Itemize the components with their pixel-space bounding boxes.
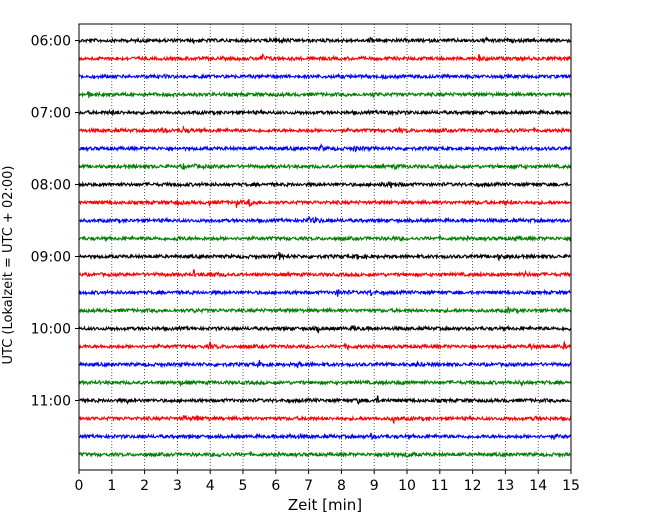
seismic-trace — [78, 198, 572, 208]
seismic-trace — [78, 378, 572, 388]
seismic-trace — [78, 395, 572, 406]
seismic-trace — [78, 359, 572, 369]
seismic-trace — [78, 305, 572, 315]
seismic-trace — [78, 72, 572, 81]
seismic-trace — [78, 340, 572, 352]
seismic-trace — [78, 432, 572, 441]
seismic-trace — [78, 234, 572, 243]
vertical-grid — [111, 24, 539, 470]
x-tick-label: 8 — [337, 478, 346, 494]
seismic-trace — [78, 324, 572, 334]
seismic-trace — [78, 90, 572, 99]
x-tick-label: 13 — [496, 478, 514, 494]
seismic-trace — [78, 269, 572, 279]
y-axis-label: UTC (Lokalzeit = UTC + 02:00) — [1, 166, 16, 365]
seismic-trace — [78, 414, 572, 425]
y-tick-label: 11:00 — [31, 394, 71, 410]
plot-frame — [78, 23, 572, 471]
x-tick-label: 6 — [271, 478, 280, 494]
x-tick-label: 0 — [75, 478, 84, 494]
x-tick-label: 7 — [304, 478, 313, 494]
y-tick-label: 09:00 — [31, 250, 71, 266]
seismic-trace — [78, 36, 572, 45]
y-tick-label: 08:00 — [31, 178, 71, 194]
x-tick-label: 5 — [239, 478, 248, 494]
seismic-traces — [78, 36, 572, 459]
y-tick-label: 10:00 — [31, 322, 71, 338]
x-tick-label: 12 — [464, 478, 482, 494]
x-tick-label: 10 — [398, 478, 416, 494]
x-tick-label: 11 — [431, 478, 449, 494]
y-axis: 06:00 07:00 08:00 09:00 10:00 11:00 — [31, 34, 79, 410]
x-tick-label: 3 — [173, 478, 182, 494]
x-tick-label: 14 — [529, 478, 547, 494]
y-tick-label: 07:00 — [31, 106, 71, 122]
seismic-trace — [78, 162, 572, 171]
seismic-trace — [78, 288, 572, 297]
x-tick-label: 15 — [562, 478, 580, 494]
x-tick-label: 2 — [140, 478, 149, 494]
seismic-trace — [78, 180, 572, 189]
y-tick-label: 06:00 — [31, 34, 71, 50]
x-tick-label: 4 — [206, 478, 215, 494]
seismic-trace — [78, 251, 572, 262]
x-axis: 0 1 2 3 4 5 6 7 8 9 10 11 12 13 14 15 — [75, 470, 580, 494]
x-tick-label: 1 — [107, 478, 116, 494]
seismic-trace — [78, 53, 572, 63]
seismic-trace — [78, 108, 572, 117]
x-axis-label: Zeit [min] — [288, 496, 362, 514]
seismic-trace — [78, 450, 572, 459]
seismic-trace — [78, 124, 572, 135]
x-tick-label: 9 — [370, 478, 379, 494]
seismic-trace — [78, 142, 572, 153]
seismic-trace — [78, 216, 572, 225]
